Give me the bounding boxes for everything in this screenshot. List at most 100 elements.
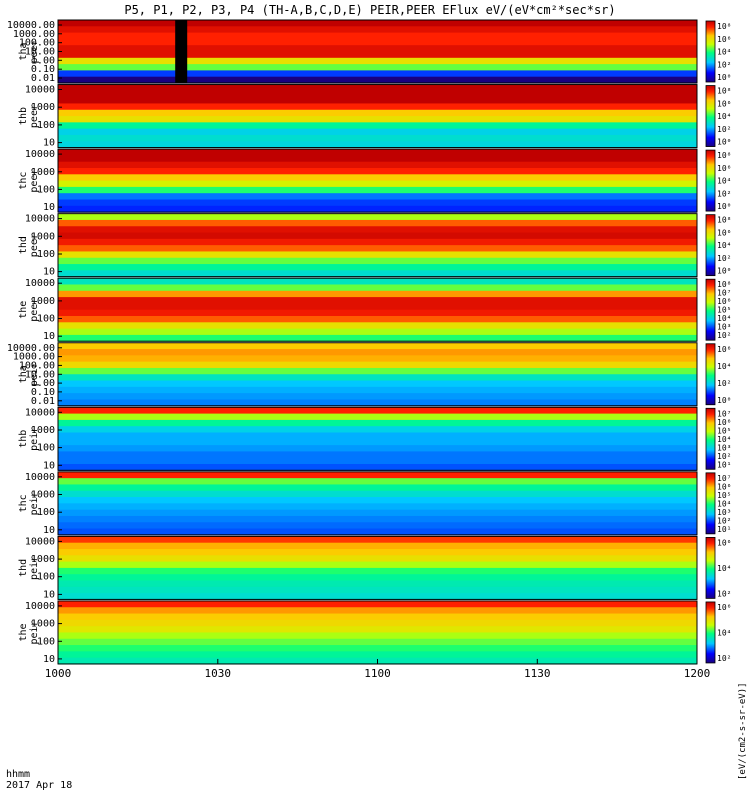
colorbar-units-label: [eV/(cm2-s-sr-eV)] bbox=[738, 682, 748, 780]
panel-label: peir bbox=[29, 556, 40, 580]
y-tick-label: 1000.00 bbox=[13, 352, 55, 363]
spectrogram-band bbox=[58, 457, 697, 465]
x-label-hhmm: hhmm bbox=[6, 769, 30, 780]
y-tick-label: 100 bbox=[37, 184, 55, 195]
spectrogram-band bbox=[58, 342, 697, 350]
colorbar-tick-label: 10³ bbox=[717, 323, 731, 332]
x-tick-label: 1100 bbox=[364, 667, 391, 680]
y-tick-label: 10000 bbox=[25, 278, 55, 289]
spectrogram-band bbox=[58, 509, 697, 517]
y-tick-label: 100.00 bbox=[19, 360, 55, 371]
panel-thb-peer: 10000 1000 100 10 thb peer 10⁸ 10⁶ 10⁴ 10² 10⁰ bbox=[18, 84, 731, 149]
spectrogram-band bbox=[58, 355, 697, 363]
spectrogram-band bbox=[58, 515, 697, 523]
y-tick-label: 1000 bbox=[31, 490, 55, 501]
spectrogram-band bbox=[58, 180, 697, 188]
colorbar-tick-label: 10⁸ bbox=[717, 87, 731, 96]
spectrogram-band bbox=[58, 26, 697, 34]
spectrogram-band bbox=[58, 278, 697, 286]
spectrogram-band bbox=[58, 464, 697, 471]
x-tick-label: 1000 bbox=[45, 667, 72, 680]
colorbar-tick-label: 10⁰ bbox=[717, 202, 731, 211]
spectrogram-band bbox=[58, 490, 697, 498]
colorbar-tick-label: 10⁴ bbox=[717, 499, 731, 508]
y-tick-label: 100 bbox=[37, 636, 55, 647]
spectrogram-band bbox=[58, 76, 697, 84]
spectrogram-band bbox=[58, 149, 697, 156]
colorbar bbox=[705, 343, 716, 406]
spectrogram-band bbox=[58, 613, 697, 621]
spectrogram-band bbox=[58, 322, 697, 330]
spectrogram-band bbox=[58, 97, 697, 105]
spectrogram-band bbox=[58, 199, 697, 207]
spectrogram-band bbox=[58, 555, 697, 563]
spectrogram-band bbox=[58, 645, 697, 652]
panel-label: tha bbox=[18, 42, 29, 60]
colorbar-tick-label: 10² bbox=[717, 589, 731, 598]
y-tick-label: 10000.00 bbox=[7, 343, 55, 354]
spectrogram-band bbox=[58, 128, 697, 136]
spectrogram-band bbox=[58, 374, 697, 382]
colorbar-tick-label: 10⁰ bbox=[717, 396, 731, 405]
y-tick-label: 1.00 bbox=[31, 378, 55, 389]
y-tick-label: 100 bbox=[37, 507, 55, 518]
panel-label: peir bbox=[29, 427, 40, 451]
colorbar bbox=[705, 278, 716, 341]
spectrogram-band bbox=[58, 161, 697, 169]
panel-label: peer bbox=[29, 233, 40, 257]
y-tick-label: 10000.00 bbox=[7, 20, 55, 31]
spectrogram-band bbox=[58, 334, 697, 342]
spectrogram-band bbox=[58, 51, 697, 59]
panel-label: peir bbox=[29, 620, 40, 644]
panel-thc-peir: 10000 1000 100 10 thc peir 10⁷10⁶10⁵10⁴10³10²1… bbox=[18, 471, 731, 536]
spectrogram-band bbox=[58, 522, 697, 530]
y-tick-label: 10000 bbox=[25, 214, 55, 225]
y-tick-label: 10 bbox=[43, 267, 55, 278]
panel-label: the bbox=[18, 301, 29, 319]
y-tick-label: 10000 bbox=[25, 407, 55, 418]
panel-frame bbox=[57, 84, 698, 149]
spectrogram-band bbox=[58, 45, 697, 53]
x-tick-label: 1030 bbox=[205, 667, 232, 680]
colorbar-tick-label: 10⁷ bbox=[717, 409, 731, 418]
panel-frame bbox=[57, 471, 698, 536]
y-tick-label: 0.10 bbox=[31, 387, 55, 398]
spectrogram-band bbox=[58, 399, 697, 407]
colorbar-tick-label: 10⁰ bbox=[717, 138, 731, 147]
colorbar-tick-label: 10⁴ bbox=[717, 314, 731, 323]
colorbar-tick-label: 10⁴ bbox=[717, 241, 731, 250]
colorbar-tick-label: 10⁷ bbox=[717, 474, 731, 483]
panel-label: peer bbox=[29, 169, 40, 193]
colorbar-tick-label: 10⁸ bbox=[717, 151, 731, 160]
panel-frame bbox=[57, 535, 698, 600]
panel-the-peer: 10000 1000 100 10 the peer 10⁸10⁷10⁶10⁵10⁴10³1… bbox=[18, 277, 731, 342]
colorbar-tick-label: 10² bbox=[717, 331, 731, 340]
panel-label: peer bbox=[29, 104, 40, 128]
spectrogram-band bbox=[58, 619, 697, 627]
spectrogram-band bbox=[58, 432, 697, 440]
y-tick-label: 10 bbox=[43, 202, 55, 213]
spectrogram-band bbox=[58, 141, 697, 149]
spectrogram-band bbox=[58, 64, 697, 71]
colorbar-tick-label: 10⁴ bbox=[717, 564, 731, 573]
spectrogram-band bbox=[58, 251, 697, 259]
y-tick-label: 1000 bbox=[31, 102, 55, 113]
y-tick-label: 10000 bbox=[25, 472, 55, 483]
spectrogram-band bbox=[58, 264, 697, 271]
spectrogram-band bbox=[58, 361, 697, 369]
colorbar-tick-label: 10⁸ bbox=[717, 280, 731, 289]
spectrogram-band bbox=[58, 632, 697, 640]
colorbar bbox=[705, 214, 716, 277]
colorbar-tick-label: 10² bbox=[717, 516, 731, 525]
panel-label: thd bbox=[18, 236, 29, 254]
spectrogram-band bbox=[58, 90, 697, 98]
spectrogram-band bbox=[58, 290, 697, 298]
panel-label: thb bbox=[18, 107, 29, 125]
spectrogram-band bbox=[58, 116, 697, 123]
spectrogram-band bbox=[58, 122, 697, 130]
colorbar-tick-label: 10⁶ bbox=[717, 345, 731, 354]
spectrogram-band bbox=[58, 219, 697, 227]
colorbar-tick-label: 10¹ bbox=[717, 460, 731, 469]
colorbar-tick-label: 10⁴ bbox=[717, 112, 731, 121]
